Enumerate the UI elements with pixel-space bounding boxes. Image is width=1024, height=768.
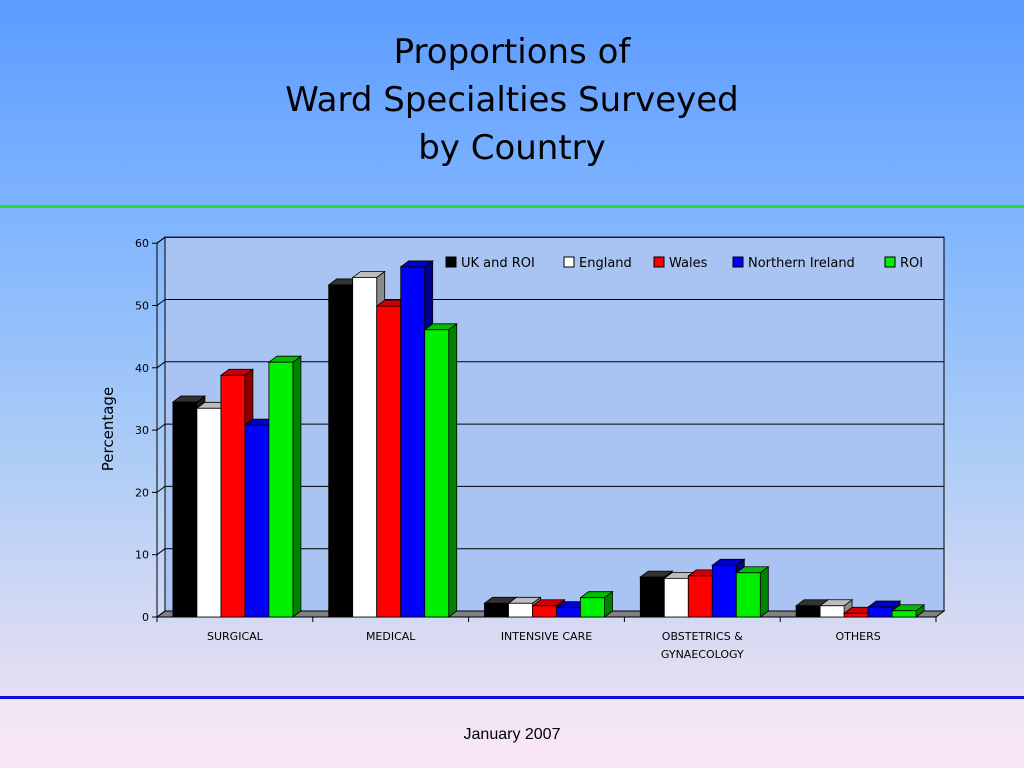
slide-title-line: Proportions of [393,32,631,72]
x-tick-label: GYNAECOLOGY [661,648,744,661]
bar-front [400,266,426,618]
bar-front [687,575,713,618]
legend-swatch [563,256,575,268]
legend-label: Northern Ireland [748,256,855,271]
y-tick-label: 20 [135,486,149,499]
bar-front [580,597,605,618]
bar-front [172,401,198,618]
bar-side [759,565,769,618]
bar-front [508,602,533,618]
legend-swatch [445,256,457,268]
slide-title-line: Ward Specialties Surveyed [285,80,739,120]
bar-front [328,284,354,618]
legend-swatch [884,256,896,268]
bar-front [663,577,689,618]
bar [890,603,926,618]
gridline [156,423,166,431]
gridline [156,299,166,306]
slide-title-line: by Country [418,128,606,168]
bar-front [639,576,665,618]
legend-label: ROI [900,256,923,271]
bar-chart: Percentage 0 10 20 30 40 50 60 SURGICAL MEDICAL I… [99,236,946,661]
footer-band [0,699,1024,768]
bar-front [352,277,378,618]
legend-swatch [732,256,744,268]
x-tick-label: INTENSIVE CARE [501,630,592,643]
bar-front [556,607,581,618]
bar-front [819,605,845,618]
bar-front [867,606,893,618]
legend-label: UK and ROI [461,256,535,271]
bar [267,355,303,618]
bar-front [532,605,557,618]
gridline [156,236,166,244]
y-tick-label: 30 [135,424,149,437]
slide-title: Proportions of Ward Specialties Surveyed… [0,28,1024,172]
title-divider-line [0,205,1024,208]
x-tick-label: OBSTETRICS & [662,630,743,643]
x-tick-label: SURGICAL [207,630,264,643]
bar [735,565,770,618]
bar-front [268,361,294,618]
bar-front [484,602,509,618]
y-axis-label: Percentage [99,387,117,471]
y-tick-label: 50 [135,300,149,313]
bar-front [220,374,246,618]
bar-front [735,572,761,618]
bar-side [448,322,458,618]
x-tick-label: MEDICAL [366,630,416,643]
footer-divider-line [0,696,1024,699]
bar-front [424,329,450,618]
bar-side [292,355,302,618]
y-tick-label: 0 [142,611,149,624]
bar-front [891,610,917,618]
gridline [156,485,166,493]
y-tick-label: 10 [135,549,149,562]
gridline [156,548,166,556]
y-tick-label: 40 [135,362,149,375]
bar-front [843,612,869,618]
footer-date: January 2007 [463,726,561,743]
x-tick-label: OTHERS [835,630,880,643]
legend-label: Wales [669,256,708,271]
bar-front [244,424,270,618]
bar-front [376,305,402,618]
y-tick-label: 60 [135,237,149,250]
gridline [156,361,166,369]
legend-swatch [653,256,665,268]
legend-label: England [579,256,632,271]
bar [818,598,854,618]
bar [579,590,614,618]
bar-front [196,407,222,618]
bar-front [711,564,737,618]
bar-front [795,605,821,618]
bar [423,322,458,618]
